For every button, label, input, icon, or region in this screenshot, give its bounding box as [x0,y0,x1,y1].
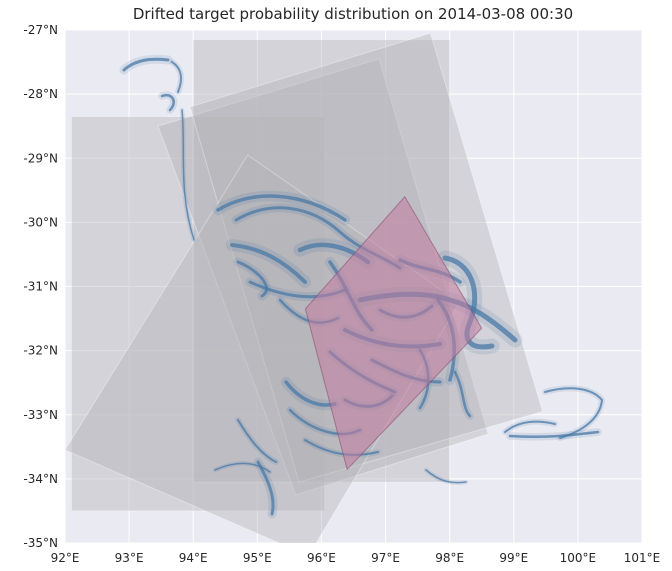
x-tick-label: 96°E [307,551,336,565]
drift-streak-halo [169,59,185,95]
drift-streak-halo [158,91,178,114]
drift-streak [504,420,556,433]
x-tick-label: 93°E [115,551,144,565]
drift-streak [453,370,472,418]
drift-streak-halo [451,368,474,420]
drift-streak-halo [506,428,602,441]
y-tick-label: -32°N [23,344,58,358]
y-tick-label: -35°N [23,536,58,550]
map-title: Drifted target probability distribution … [132,5,574,23]
drift-streak [508,430,600,439]
drift-streak-halo [119,54,173,75]
y-axis-ticks: -27°N -28°N -29°N -30°N -31°N -32°N -33°N -34°N… [23,23,58,550]
drift-streak-halo [502,418,558,435]
x-tick-label: 97°E [371,551,400,565]
drift-streak [304,439,379,456]
drift-streak-halo [302,437,381,458]
y-tick-label: -30°N [23,215,58,229]
drift-streak [237,419,277,463]
drift-streak-halo [179,107,197,243]
x-tick-label: 98°E [435,551,464,565]
x-tick-label: 94°E [179,551,208,565]
drift-streak-halo [423,467,469,485]
drift-streak [230,243,307,284]
x-tick-label: 92°E [51,551,80,565]
x-axis-ticks: 92°E 93°E 94°E 95°E 96°E 97°E 98°E 99°E 100°E 101… [51,551,661,565]
y-tick-label: -29°N [23,151,58,165]
drift-streak [214,462,271,473]
drift-streak [425,469,467,484]
drift-streak [160,93,175,112]
y-tick-label: -33°N [23,408,58,422]
x-tick-label: 95°E [243,551,272,565]
target-area-polygon [304,195,483,471]
drift-streak [171,61,183,93]
drift-streak [236,260,269,298]
drift-streak [544,387,604,439]
y-tick-label: -27°N [23,23,58,37]
drift-streak-halo [226,239,311,288]
x-tick-label: 101°E [624,551,661,565]
drift-streak [216,194,347,222]
y-tick-label: -34°N [23,472,58,486]
drift-streak-halo [235,417,279,465]
drift-streak [122,57,170,72]
x-tick-label: 99°E [499,551,528,565]
drift-streak-halo [212,190,351,226]
drift-streak-halo [542,385,606,441]
y-tick-label: -28°N [23,87,58,101]
search-area-west [70,116,326,512]
drift-streak-halo [212,461,273,475]
drift-streak [181,109,195,241]
x-tick-label: 100°E [560,551,597,565]
y-tick-label: -31°N [23,280,58,294]
drift-streak-halo [233,257,271,301]
